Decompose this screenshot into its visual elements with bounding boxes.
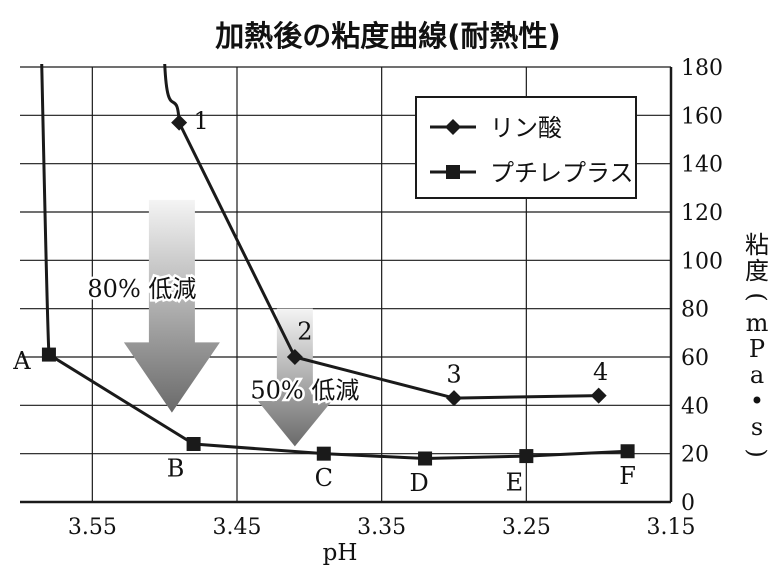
point-label: 4 — [593, 358, 608, 386]
y-tick-label: 40 — [681, 394, 709, 419]
y-axis-title-char: 度 — [745, 257, 769, 285]
series-line — [40, 64, 628, 460]
y-tick-label: 160 — [681, 104, 723, 129]
point-label: F — [619, 462, 636, 490]
point-label: D — [409, 469, 428, 497]
square-marker — [186, 437, 201, 451]
diamond-marker — [171, 114, 188, 131]
legend-square-marker — [446, 165, 460, 179]
x-tick-label: 3.15 — [647, 515, 696, 540]
y-axis-title-char: m — [746, 309, 769, 337]
legend-label-petitreplus: プチレプラス — [490, 159, 634, 187]
point-label: 3 — [446, 361, 461, 389]
square-marker — [418, 451, 433, 466]
reduction-arrow — [123, 199, 220, 413]
reduction-arrows: 80% 低減 50% 低減 — [85, 199, 362, 447]
y-tick-label: 0 — [681, 491, 695, 516]
legend-label-phosphoric: リン酸 — [490, 114, 562, 142]
chart-title: 加熱後の粘度曲線(耐熱性) — [215, 19, 561, 53]
y-tick-label: 180 — [681, 56, 723, 81]
y-axis-title-char: a — [750, 361, 764, 389]
y-tick-label: 140 — [681, 153, 723, 178]
legend-diamond-marker — [445, 119, 461, 135]
y-tick-label: 100 — [681, 249, 723, 274]
markers — [41, 114, 635, 466]
y-axis-title-char: s — [751, 413, 763, 441]
x-tick-label: 3.25 — [502, 515, 551, 540]
x-tick-label: 3.35 — [357, 515, 406, 540]
y-tick-label: 120 — [681, 201, 723, 226]
diamond-marker — [286, 349, 303, 365]
square-marker — [316, 446, 331, 461]
axes: 0 20 40 60 80 100 120 140 160 180 3.55 3.45 3.35 3.25… — [20, 56, 723, 540]
y-tick-label: 80 — [681, 298, 709, 323]
y-tick-label: 60 — [681, 346, 709, 371]
y-axis-title-char: P — [749, 335, 765, 363]
x-axis-title: pH — [323, 540, 358, 566]
square-marker — [41, 347, 56, 362]
square-marker — [620, 444, 635, 459]
reduction-label: 50% 低減 — [250, 377, 359, 405]
y-axis-title-char: 粘 — [745, 231, 769, 259]
point-label: E — [506, 469, 524, 497]
y-axis-title-char: • — [750, 387, 764, 415]
y-tick-label: 20 — [681, 443, 709, 468]
point-label: B — [167, 455, 185, 483]
point-label: C — [315, 464, 333, 492]
y-axis-title-char: ( — [743, 292, 771, 301]
reduction-label: 80% 低減 — [87, 275, 196, 303]
point-label: 1 — [193, 107, 208, 135]
point-label: 2 — [297, 318, 312, 346]
x-tick-label: 3.55 — [68, 515, 117, 540]
y-axis-title: 粘度 ( mPa•s) — [743, 231, 771, 458]
diamond-marker — [590, 387, 607, 404]
legend-box — [415, 96, 637, 199]
point-labels: 1 2 3 4 A B C D E F — [12, 107, 636, 497]
legend: リン酸 プチレプラス — [415, 96, 637, 199]
square-marker — [519, 449, 534, 464]
diamond-marker — [446, 390, 462, 407]
grid — [20, 66, 671, 502]
y-axis-title-char: ) — [743, 448, 771, 457]
x-tick-label: 3.45 — [213, 515, 262, 540]
point-label: A — [12, 347, 31, 375]
reduction-arrow — [257, 308, 332, 447]
